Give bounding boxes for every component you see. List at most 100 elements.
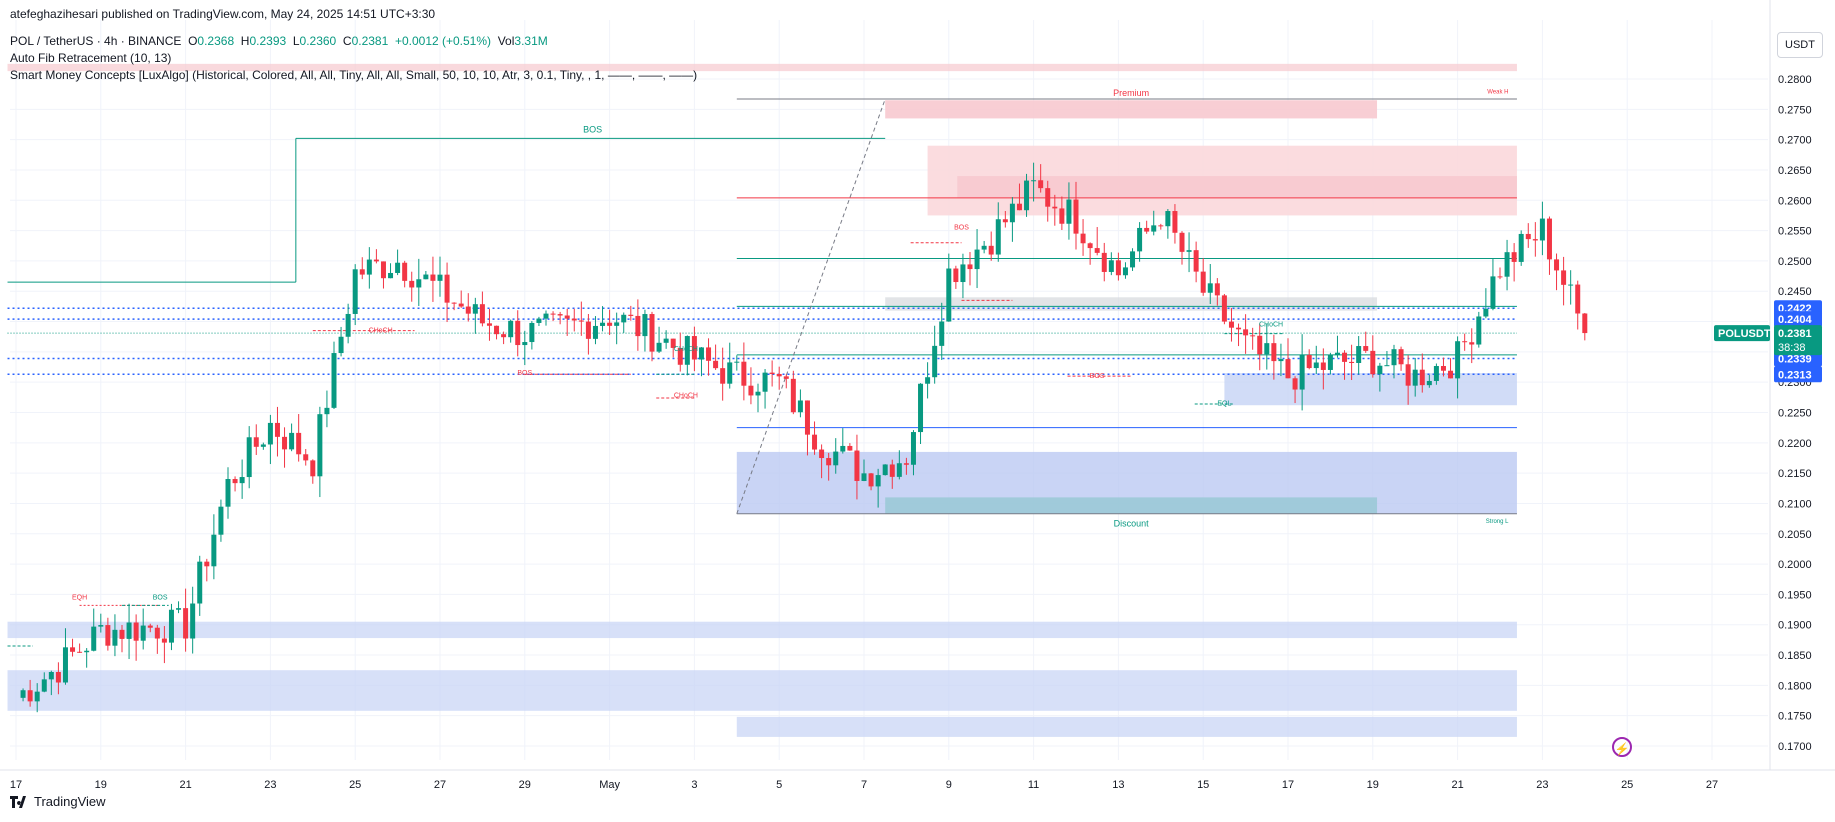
candle-body [600,322,606,326]
candle-body [896,463,902,477]
candle-body [713,360,719,369]
candle-body [854,450,860,481]
candle-body [126,622,132,639]
time-tick: 25 [1621,779,1633,791]
candle-body [635,315,641,337]
symbol-name[interactable]: POL / TetherUS · 4h · BINANCE [10,34,182,48]
candle-body [1575,284,1581,314]
time-tick: 17 [1282,779,1294,791]
candle-body [1278,359,1284,362]
time-tick: 27 [1706,779,1718,791]
symbol-legend[interactable]: POL / TetherUS · 4h · BINANCE O0.2368 H0… [10,34,548,48]
price-tick: 0.2100 [1778,498,1812,510]
candle-body [1334,352,1340,355]
candle-body [1101,252,1107,272]
brand-name: TradingView [34,794,106,809]
candle-body [380,261,386,279]
indicator-fib[interactable]: Auto Fib Retracement (10, 13) [10,51,172,65]
candle-body [1130,251,1136,268]
candle-body [762,372,768,392]
candle-body [663,338,669,343]
candle-body [536,318,542,323]
candle-body [1186,250,1192,252]
time-tick: 21 [179,779,191,791]
candle-body [918,383,924,433]
candle-body [1582,313,1588,334]
price-badge-text: 0.2404 [1778,314,1813,326]
candle-body [1511,252,1517,262]
candle-body [804,400,810,435]
candle-body [826,458,832,466]
candle-body [755,391,761,396]
candle-body [147,625,153,628]
candle-body [1462,341,1468,343]
candle-body [204,561,210,567]
price-tick: 0.1750 [1778,711,1812,723]
candle-body [1052,206,1058,209]
candle-body [939,321,945,346]
candle-body [437,274,443,281]
candle-body [416,279,422,288]
candle-body [529,322,535,343]
time-tick: 29 [519,779,531,791]
candle-body [1016,203,1022,211]
candle-body [1320,362,1326,370]
volume-value: 3.31M [514,34,548,48]
candle-body [1080,233,1086,244]
price-tick: 0.2150 [1778,468,1812,480]
time-tick: 25 [349,779,361,791]
candle-body [402,262,408,281]
candle-body [1497,276,1503,278]
candle-body [366,259,372,275]
tradingview-logo[interactable]: TradingView [10,794,106,809]
price-tick: 0.2700 [1778,135,1812,147]
candle-body [218,506,224,535]
candle-body [486,323,492,326]
candle-body [1165,211,1171,227]
candle-body [1504,252,1510,277]
candle-body [310,460,316,477]
candle-body [84,650,90,653]
candle-body [1214,283,1220,296]
candle-body [77,651,83,653]
candle-body [748,385,754,396]
candlesticks [20,162,1588,713]
candle-body [1327,354,1333,370]
currency-button[interactable]: USDT [1777,32,1823,58]
candle-body [1179,232,1185,252]
candle-body [578,320,584,322]
candle-body [847,445,853,451]
structure-label: CHoCH [674,346,698,353]
price-tick: 0.2550 [1778,226,1812,238]
candle-body [1433,366,1439,381]
time-tick: 3 [691,779,697,791]
price-tick: 0.2650 [1778,165,1812,177]
candle-body [1476,316,1482,345]
candle-body [211,534,217,567]
time-tick: 9 [946,779,952,791]
indicator-smc[interactable]: Smart Money Concepts [LuxAlgo] (Historic… [10,68,698,82]
time-tick: 11 [1028,779,1039,791]
candle-body [27,690,33,702]
time-tick: 27 [434,779,446,791]
candle-body [1363,346,1369,351]
candle-body [161,638,167,643]
candle-body [274,422,280,437]
price-tick: 0.2050 [1778,529,1812,541]
candle-body [133,622,139,641]
weak-high-label: Weak H [1487,90,1508,96]
candle-body [289,432,295,450]
candle-body [741,361,747,386]
candle-body [1059,208,1065,224]
candle-body [1024,180,1030,211]
structure-labels: BOS BOS EQH CHoCH BOS CHoCH CHoCH BOS BOS EQL CHoC… [72,88,1509,602]
candle-body [1342,352,1348,362]
candle-body [388,272,394,279]
candle-body [1285,359,1291,379]
candle-body [515,320,521,346]
candle-body [359,269,365,275]
candle-body [1356,346,1362,363]
price-tick: 0.2800 [1778,74,1812,86]
flash-icon[interactable]: ⚡ [1612,737,1632,757]
